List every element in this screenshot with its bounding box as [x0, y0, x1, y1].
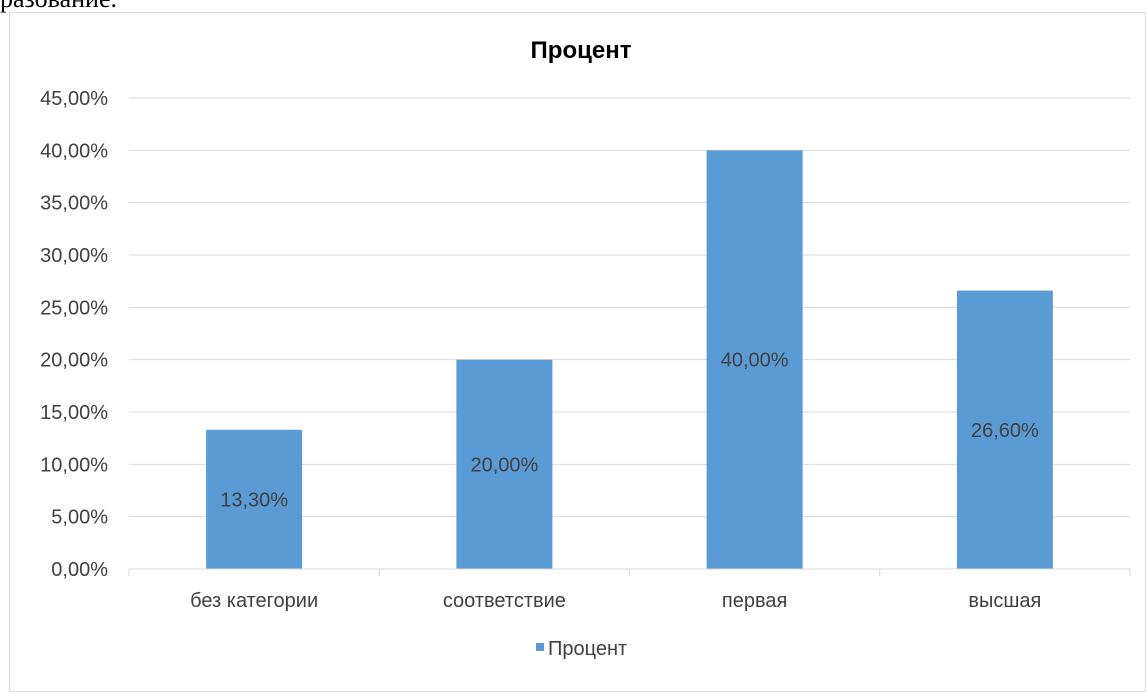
bar: [456, 359, 553, 569]
data-label: 20,00%: [470, 454, 538, 476]
bar: [956, 290, 1053, 569]
x-tick-label: первая: [722, 590, 787, 612]
x-tick-label: соответствие: [443, 590, 566, 612]
legend-label: Процент: [548, 638, 627, 660]
y-tick-label: 0,00%: [51, 559, 108, 581]
y-tick-label: 25,00%: [40, 297, 108, 319]
y-tick-label: 15,00%: [40, 402, 108, 424]
data-label: 40,00%: [721, 350, 789, 372]
y-tick-label: 35,00%: [40, 193, 108, 215]
data-label: 13,30%: [220, 489, 288, 511]
y-tick-label: 40,00%: [40, 140, 108, 162]
legend: Процент: [536, 638, 627, 660]
y-tick-label: 10,00%: [40, 454, 108, 476]
bar: [206, 429, 303, 569]
y-tick-label: 5,00%: [51, 507, 108, 529]
x-tick-label: высшая: [968, 590, 1041, 612]
cropped-document-text: разование.: [0, 0, 117, 14]
y-tick-label: 20,00%: [40, 350, 108, 372]
bar-chart: Процент 0,00% 5,00% 10,00% 15,00% 20,00% 25,0…: [40, 37, 1131, 660]
x-tick-label: без категории: [190, 590, 318, 612]
bar: [706, 150, 803, 570]
y-tick-label: 30,00%: [40, 245, 108, 267]
data-label: 26,60%: [971, 420, 1039, 442]
legend-swatch: [536, 643, 544, 651]
y-tick-label: 45,00%: [40, 88, 108, 110]
chart-title: Процент: [531, 37, 632, 64]
